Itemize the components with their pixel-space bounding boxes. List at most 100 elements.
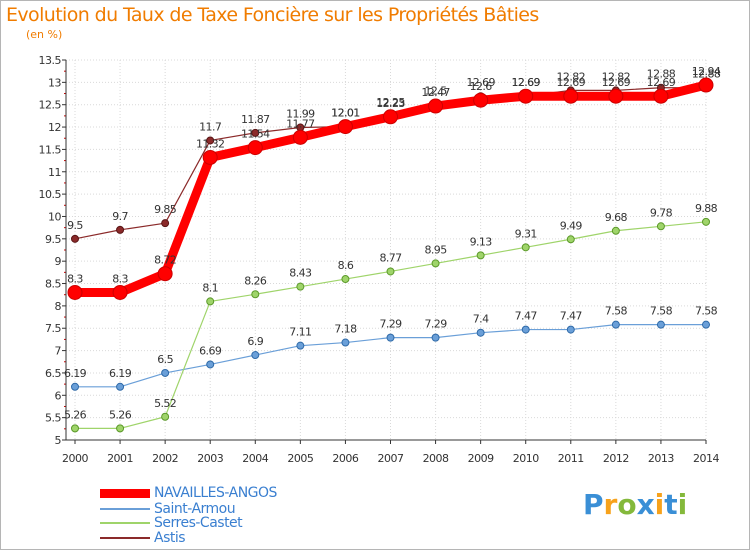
data-point [157, 266, 173, 282]
data-label: 12.01 [331, 107, 360, 120]
data-label: 12.69 [511, 76, 540, 89]
series-saint-armou [71, 320, 710, 391]
data-point [296, 282, 305, 291]
data-point [116, 424, 125, 433]
data-label: 6.19 [109, 367, 132, 380]
series-serres-castet [71, 217, 710, 433]
data-point [112, 284, 128, 300]
data-label: 12.88 [692, 68, 721, 81]
legend-item-serres-castet[interactable]: Serres-Castet [100, 515, 243, 531]
logo-letter: P [583, 488, 604, 521]
data-label: 8.3 [67, 272, 83, 285]
data-label: 12.88 [647, 68, 676, 81]
data-point [337, 119, 353, 135]
y-tick-label: 5 [55, 434, 62, 447]
data-point [296, 341, 305, 350]
data-label: 12.5 [425, 85, 448, 98]
data-point [341, 275, 350, 284]
data-label: 8.26 [244, 274, 267, 287]
data-label: 9.31 [515, 227, 537, 240]
data-label: 12.47 [421, 86, 450, 99]
data-point [656, 320, 665, 329]
logo-letter: r [603, 488, 618, 521]
legend-swatch [100, 488, 150, 498]
axis-layer: 55.566.577.588.599.51010.51111.51212.513… [39, 54, 720, 465]
data-label: 6.5 [157, 353, 173, 366]
data-label: 9.5 [67, 219, 83, 232]
data-label: 9.68 [605, 211, 628, 224]
data-point [702, 217, 710, 226]
data-label: 9.85 [154, 203, 177, 216]
y-tick-label: 7 [55, 345, 62, 358]
data-point [161, 368, 170, 377]
data-label: 12.69 [557, 76, 586, 89]
x-tick-label: 2002 [152, 452, 178, 465]
x-tick-label: 2008 [423, 452, 449, 465]
data-label: 12.23 [376, 97, 405, 110]
data-point [71, 382, 79, 391]
x-tick-label: 2011 [558, 452, 584, 465]
legend-label: Serres-Castet [154, 515, 243, 531]
data-point [71, 424, 79, 433]
data-label: 7.11 [289, 326, 311, 339]
y-tick-label: 12 [48, 121, 61, 134]
data-point [428, 98, 444, 114]
x-tick-label: 2000 [62, 452, 88, 465]
x-tick-label: 2006 [332, 452, 358, 465]
legend-label: Saint-Armou [154, 501, 236, 517]
data-label: 11.99 [286, 108, 315, 121]
data-point [611, 320, 620, 329]
logo-letter: t [664, 488, 678, 521]
data-point [476, 251, 485, 260]
data-label: 5.52 [154, 397, 176, 410]
data-point [116, 382, 125, 391]
data-label: 12.69 [602, 76, 631, 89]
data-point [698, 77, 714, 93]
y-tick-label: 10.5 [39, 188, 62, 201]
data-point [521, 243, 530, 252]
data-point [563, 88, 579, 104]
data-label: 7.58 [650, 305, 673, 318]
data-point [386, 333, 395, 342]
data-label: 8.77 [379, 251, 402, 264]
data-point [161, 219, 170, 228]
y-tick-label: 12.5 [39, 99, 62, 112]
data-label: 12.01 [331, 107, 360, 120]
data-label: 11.54 [241, 128, 270, 141]
data-label: 9.13 [470, 235, 493, 248]
data-point [476, 328, 485, 337]
legend-item-navailles-angos[interactable]: NAVAILLES-ANGOS [100, 485, 277, 501]
data-label: 8.72 [154, 254, 176, 267]
legend-label: NAVAILLES-ANGOS [154, 485, 277, 501]
y-tick-label: 8.5 [45, 278, 61, 291]
data-label: 6.69 [199, 344, 222, 357]
data-point [566, 235, 575, 244]
y-tick-label: 9.5 [45, 233, 61, 246]
data-point [67, 284, 83, 300]
x-tick-label: 2014 [693, 452, 719, 465]
legend-item-saint-armou[interactable]: Saint-Armou [100, 501, 236, 517]
data-label: 8.43 [289, 267, 312, 280]
data-point [653, 88, 669, 104]
x-tick-label: 2005 [287, 452, 313, 465]
data-label: 12.25 [376, 96, 405, 109]
x-tick-label: 2010 [513, 452, 539, 465]
data-label: 7.18 [334, 323, 357, 336]
data-label: 12.82 [602, 70, 631, 83]
logo-letter: i [677, 488, 688, 521]
data-point [292, 129, 308, 145]
data-label: 11.7 [199, 120, 222, 133]
y-tick-label: 9 [55, 255, 62, 268]
data-point [611, 226, 620, 235]
data-point [341, 338, 350, 347]
data-label: 6.9 [247, 335, 263, 348]
data-label: 8.1 [202, 281, 218, 294]
x-tick-label: 2001 [107, 452, 133, 465]
data-label: 5.26 [64, 408, 87, 421]
data-point [608, 88, 624, 104]
data-point [206, 360, 215, 369]
legend-item-astis[interactable]: Astis [100, 530, 186, 546]
data-label: 9.7 [112, 210, 128, 223]
data-label: 7.47 [515, 310, 538, 323]
y-tick-label: 5.5 [45, 412, 61, 425]
